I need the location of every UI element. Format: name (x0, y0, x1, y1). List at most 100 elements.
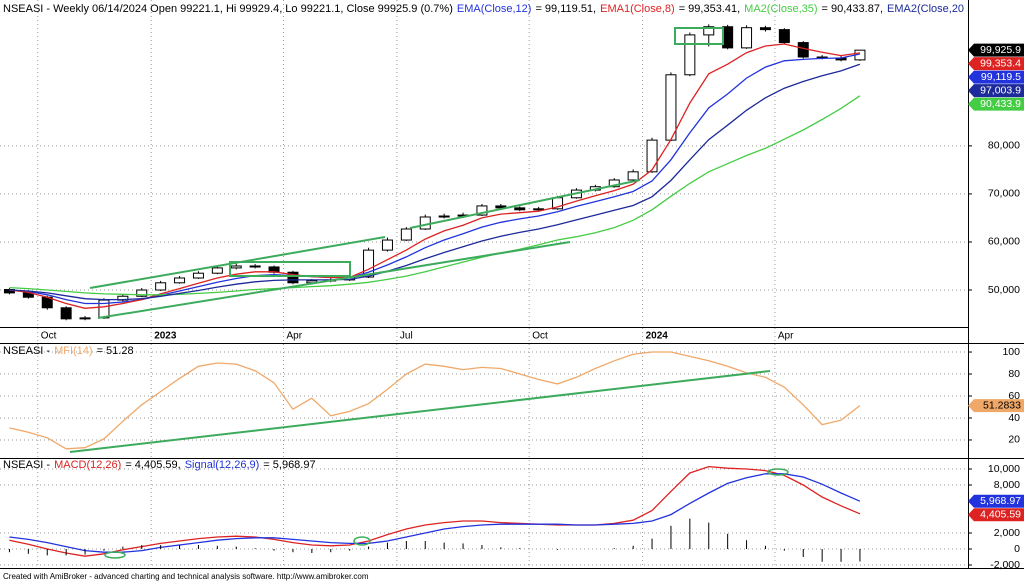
value-tag (968, 508, 1024, 522)
value-tag-label: 4,405.59 (980, 509, 1021, 521)
candle-body (684, 34, 696, 76)
value-tag (968, 494, 1024, 508)
legend-value: = 5,968.97 (263, 459, 315, 471)
y-tick-label: 40 (1008, 412, 1020, 424)
value-tag (968, 97, 1024, 111)
legend-value: = 90,433.87, (822, 3, 883, 15)
y-tick-label: 8,000 (994, 479, 1020, 491)
pane-header: NSEASI - MFI(14) = 51.28 (3, 345, 134, 357)
candle-body (249, 265, 261, 268)
value-tag-label: 97,003.9 (980, 84, 1021, 96)
candle-body (533, 208, 545, 211)
y-tick-label: 20 (1008, 434, 1020, 446)
pane-header: NSEASI - Weekly 06/14/2024 Open 99221.1,… (3, 3, 964, 15)
trendlines (69, 27, 789, 559)
series-line (9, 53, 861, 305)
candle-body (627, 171, 639, 181)
marker-ellipse (104, 551, 126, 559)
series-line (9, 63, 861, 301)
y-tick-label: 80 (1008, 368, 1020, 380)
series-line (9, 351, 861, 450)
candle-body (60, 307, 72, 320)
legend-entry: EMA(Close,12) (457, 3, 532, 15)
marker-ellipse (767, 468, 789, 476)
candle-body (155, 282, 167, 291)
legend-entry: MFI(14) (54, 345, 93, 357)
data-layer (3, 24, 866, 562)
series-line (9, 95, 861, 296)
value-tag (968, 57, 1024, 71)
candle-body (174, 277, 186, 284)
y-tick-label: 60 (1008, 390, 1020, 402)
value-tag-label: 5,968.97 (980, 495, 1021, 507)
candle-body (438, 215, 450, 218)
trend-box (229, 261, 351, 277)
pane-title: NSEASI - Weekly 06/14/2024 Open 99221.1,… (3, 3, 453, 15)
candle-body (722, 26, 734, 49)
pane-header: NSEASI - MACD(12,26) = 4,405.59, Signal(12,… (3, 459, 316, 471)
y-tick-label: 60,000 (988, 236, 1020, 248)
x-tick-label: Apr (287, 331, 303, 342)
y-tick-label: 2,000 (994, 527, 1020, 539)
candle-body (476, 205, 488, 216)
series-line (9, 43, 860, 309)
value-tag (968, 399, 1024, 413)
y-tick-label: 50,000 (988, 284, 1020, 296)
value-tag (968, 43, 1024, 57)
candle-body (381, 239, 393, 251)
x-tick-label: Oct (41, 331, 57, 342)
candle-body (287, 271, 299, 284)
y-tick-label: 0 (1014, 543, 1020, 555)
y-tick-label: -2,000 (990, 559, 1020, 571)
footer: Created with AmiBroker - advanced charti… (3, 572, 369, 581)
legend-entry: MA2(Close,35) (744, 3, 817, 15)
x-tick-label: 2023 (154, 331, 177, 342)
candle-body (741, 27, 753, 49)
legend-value: = 99,353.41, (679, 3, 740, 15)
value-tag-label: 90,433.9 (980, 98, 1021, 110)
series-line (9, 473, 861, 553)
legend-value: = 4,405.59, (125, 459, 180, 471)
pane-title: NSEASI - (3, 345, 50, 357)
candle-body (797, 42, 809, 58)
candle-body (400, 228, 412, 241)
candle-body (759, 27, 771, 31)
candle-body (136, 289, 148, 297)
trendline (69, 370, 771, 453)
legend-entry: MACD(12,26) (54, 459, 121, 471)
grid-layer (0, 0, 972, 568)
series-line (9, 465, 861, 557)
legend-entry: EMA2(Close,20 (887, 3, 964, 15)
candle-body (665, 74, 677, 141)
value-tag-label: 99,353.4 (980, 57, 1021, 69)
candle-body (79, 317, 91, 320)
value-tag (968, 84, 1024, 98)
text-layer: Oct 2023 Apr Jul Oct 2024 Apr 50,000 60,000 70,00… (3, 3, 1024, 571)
value-tag-label: 99,925.9 (980, 44, 1021, 56)
candle-body (363, 249, 375, 278)
candle-body (778, 29, 790, 44)
candle-body (514, 207, 526, 211)
frame (0, 0, 1024, 569)
candle-body (495, 205, 507, 209)
y-tick-label: 10,000 (988, 463, 1020, 475)
legend-value: = 99,119.51, (535, 3, 596, 15)
legend-entry: EMA1(Close,8) (600, 3, 675, 15)
x-tick-label: Apr (778, 331, 794, 342)
x-tick-label: Oct (532, 331, 548, 342)
y-tick-label: 70,000 (988, 188, 1020, 200)
trend-box (674, 27, 724, 45)
candle-body (230, 265, 242, 269)
candle-body (646, 139, 658, 173)
x-tick-label: 2024 (646, 331, 669, 342)
trendline (97, 241, 571, 319)
value-tag-label: 51.2833 (983, 399, 1021, 411)
candle-body (211, 267, 223, 274)
legend-entry: Signal(12,26,9) (185, 459, 260, 471)
legend-value: = 51.28 (97, 345, 134, 357)
marker-ellipse (353, 536, 371, 546)
trendline (409, 179, 641, 229)
candle-body (419, 216, 431, 230)
